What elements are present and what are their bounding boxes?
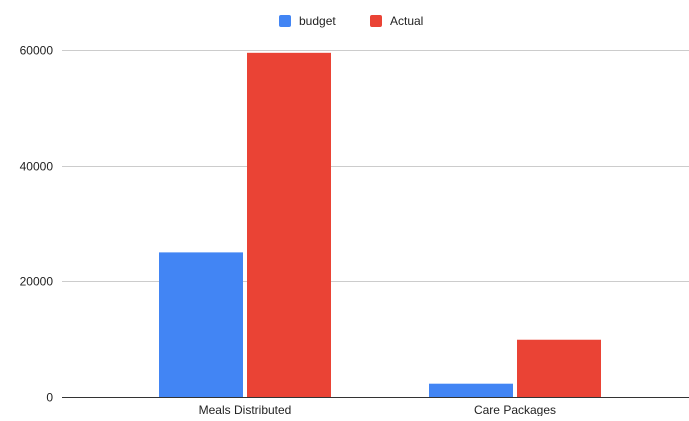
bars xyxy=(159,52,601,398)
x-category-label: Meals Distributed xyxy=(199,403,292,416)
y-tick-label: 20000 xyxy=(20,275,54,289)
legend-label-actual: Actual xyxy=(390,14,423,28)
y-tick-label: 0 xyxy=(46,391,53,405)
bar-actual-1 xyxy=(517,339,601,397)
y-tick-label: 60000 xyxy=(20,44,54,58)
legend-swatch-budget xyxy=(279,15,291,27)
bar-budget-1 xyxy=(429,383,513,397)
y-tick-label: 40000 xyxy=(20,160,54,174)
legend-label-budget: budget xyxy=(299,14,336,28)
x-category-label: Care Packages xyxy=(474,403,556,416)
bar-actual-0 xyxy=(247,52,331,398)
legend: budget Actual xyxy=(279,14,423,28)
bar-budget-0 xyxy=(159,252,243,397)
y-axis-ticks: 0 20000 40000 60000 xyxy=(20,44,54,405)
legend-swatch-actual xyxy=(370,15,382,27)
x-axis-categories: Meals Distributed Care Packages xyxy=(199,403,556,417)
